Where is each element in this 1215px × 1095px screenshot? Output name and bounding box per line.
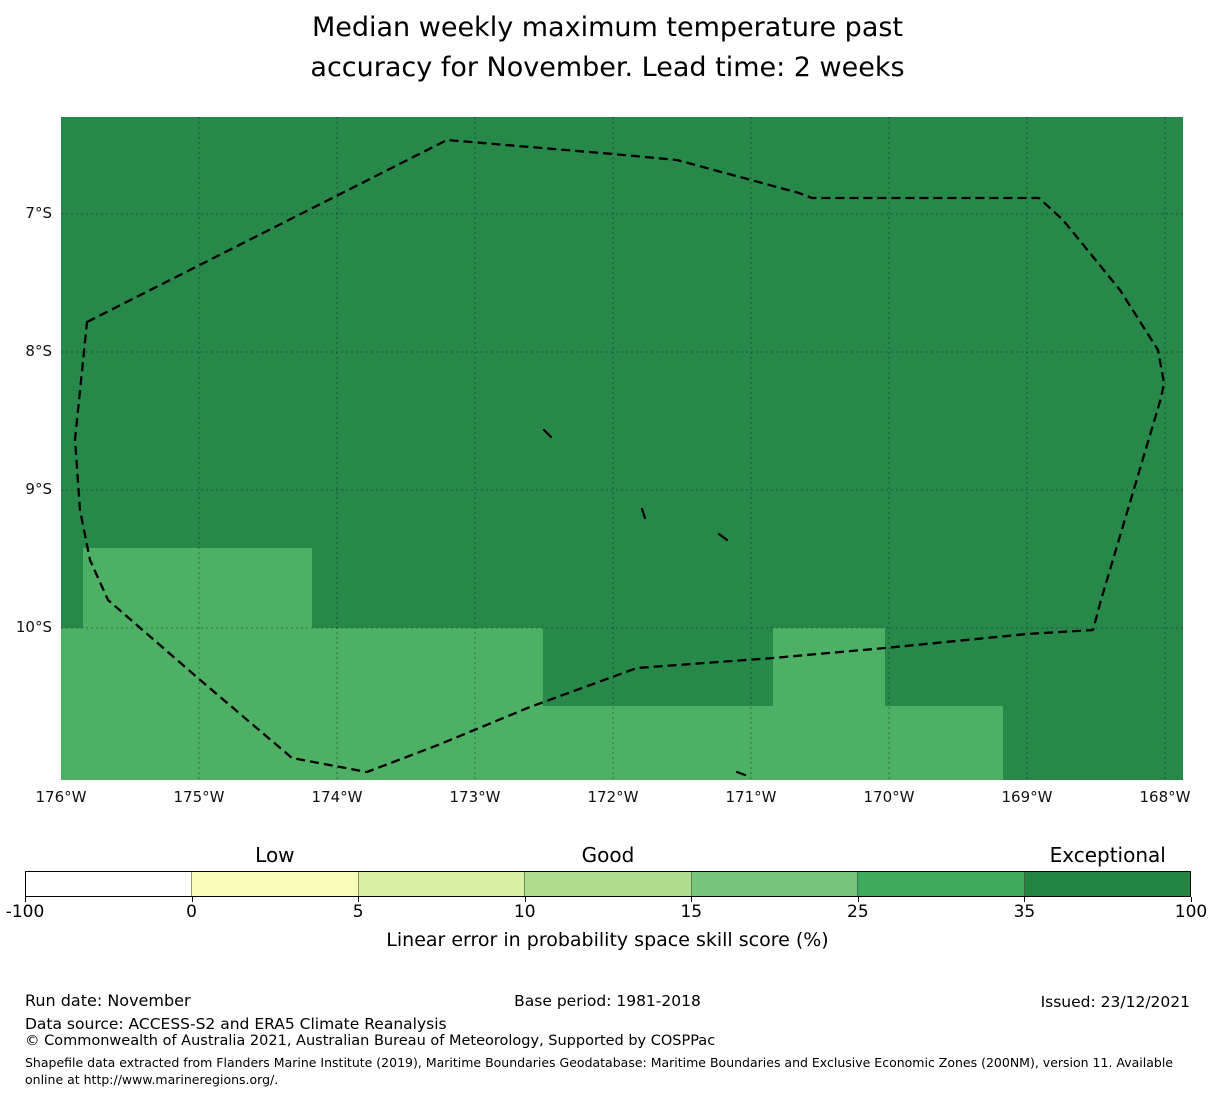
copyright-text: © Commonwealth of Australia 2021, Austra… bbox=[25, 1033, 716, 1049]
data-source-text: Data source: ACCESS-S2 and ERA5 Climate … bbox=[25, 1015, 447, 1033]
skill-map-canvas bbox=[61, 117, 1183, 780]
colorbar-tickmark bbox=[358, 897, 360, 902]
colorbar bbox=[25, 871, 1191, 897]
chart-title: Median weekly maximum temperature past a… bbox=[310, 12, 905, 83]
colorbar-segment-3 bbox=[524, 872, 691, 896]
eez-boundary-line bbox=[73, 138, 1166, 774]
colorbar-tickmark bbox=[524, 897, 526, 902]
y-tick-label: 9°S bbox=[25, 480, 52, 498]
x-tick-label: 169°W bbox=[1001, 788, 1053, 806]
island-mark bbox=[735, 770, 747, 777]
colorbar-category-exceptional: Exceptional bbox=[1049, 843, 1166, 867]
colorbar-tick-label: -100 bbox=[5, 902, 45, 922]
x-tick-label: 176°W bbox=[35, 788, 87, 806]
colorbar-tickmark bbox=[25, 897, 26, 902]
colorbar-tick-label: 35 bbox=[1013, 902, 1036, 922]
shapefile-note: Shapefile data extracted from Flanders M… bbox=[25, 1055, 1173, 1087]
x-tick-label: 172°W bbox=[587, 788, 639, 806]
colorbar-segment-1 bbox=[191, 872, 358, 896]
colorbar-tick-label: 15 bbox=[680, 902, 703, 922]
x-tick-label: 170°W bbox=[863, 788, 915, 806]
colorbar-segment-4 bbox=[690, 872, 858, 896]
colorbar-tick-label: 25 bbox=[847, 902, 869, 922]
colorbar-tick-label: 10 bbox=[513, 902, 536, 922]
base-period-text: Base period: 1981-2018 bbox=[514, 992, 701, 1010]
x-tick-label: 173°W bbox=[449, 788, 501, 806]
colorbar-tickmark bbox=[691, 897, 693, 902]
x-tick-label: 171°W bbox=[725, 788, 777, 806]
run-date-text: Run date: November bbox=[25, 991, 191, 1010]
colorbar-segment-0 bbox=[26, 872, 192, 896]
x-tick-label: 174°W bbox=[311, 788, 363, 806]
colorbar-segment-5 bbox=[857, 872, 1024, 896]
colorbar-tick-label: 100 bbox=[1174, 902, 1208, 922]
issued-date-text: Issued: 23/12/2021 bbox=[1040, 993, 1190, 1011]
skill-cell-25-35 bbox=[61, 628, 543, 706]
colorbar-segment-2 bbox=[357, 872, 525, 896]
x-tick-label: 175°W bbox=[173, 788, 225, 806]
y-tick-label: 7°S bbox=[25, 204, 52, 222]
x-tick-label: 168°W bbox=[1139, 788, 1191, 806]
skill-cell-25-35 bbox=[83, 548, 312, 628]
colorbar-tickmark bbox=[1191, 897, 1192, 902]
skill-cell-25-35 bbox=[773, 628, 885, 706]
colorbar-category-low: Low bbox=[255, 843, 295, 867]
colorbar-caption: Linear error in probability space skill … bbox=[386, 929, 829, 951]
y-tick-label: 10°S bbox=[15, 618, 52, 636]
colorbar-tickmark bbox=[1024, 897, 1026, 902]
colorbar-tick-label: 0 bbox=[186, 902, 197, 922]
colorbar-category-good: Good bbox=[581, 843, 635, 867]
island-mark bbox=[640, 507, 647, 520]
island-mark bbox=[542, 428, 553, 439]
island-mark bbox=[717, 532, 729, 542]
map bbox=[61, 117, 1183, 780]
y-tick-label: 8°S bbox=[25, 342, 52, 360]
colorbar-tickmark bbox=[191, 897, 193, 902]
skill-cell-25-35 bbox=[61, 706, 1003, 780]
colorbar-tick-label: 5 bbox=[352, 902, 364, 922]
colorbar-segment-6 bbox=[1023, 872, 1190, 896]
colorbar-tickmark bbox=[857, 897, 859, 902]
